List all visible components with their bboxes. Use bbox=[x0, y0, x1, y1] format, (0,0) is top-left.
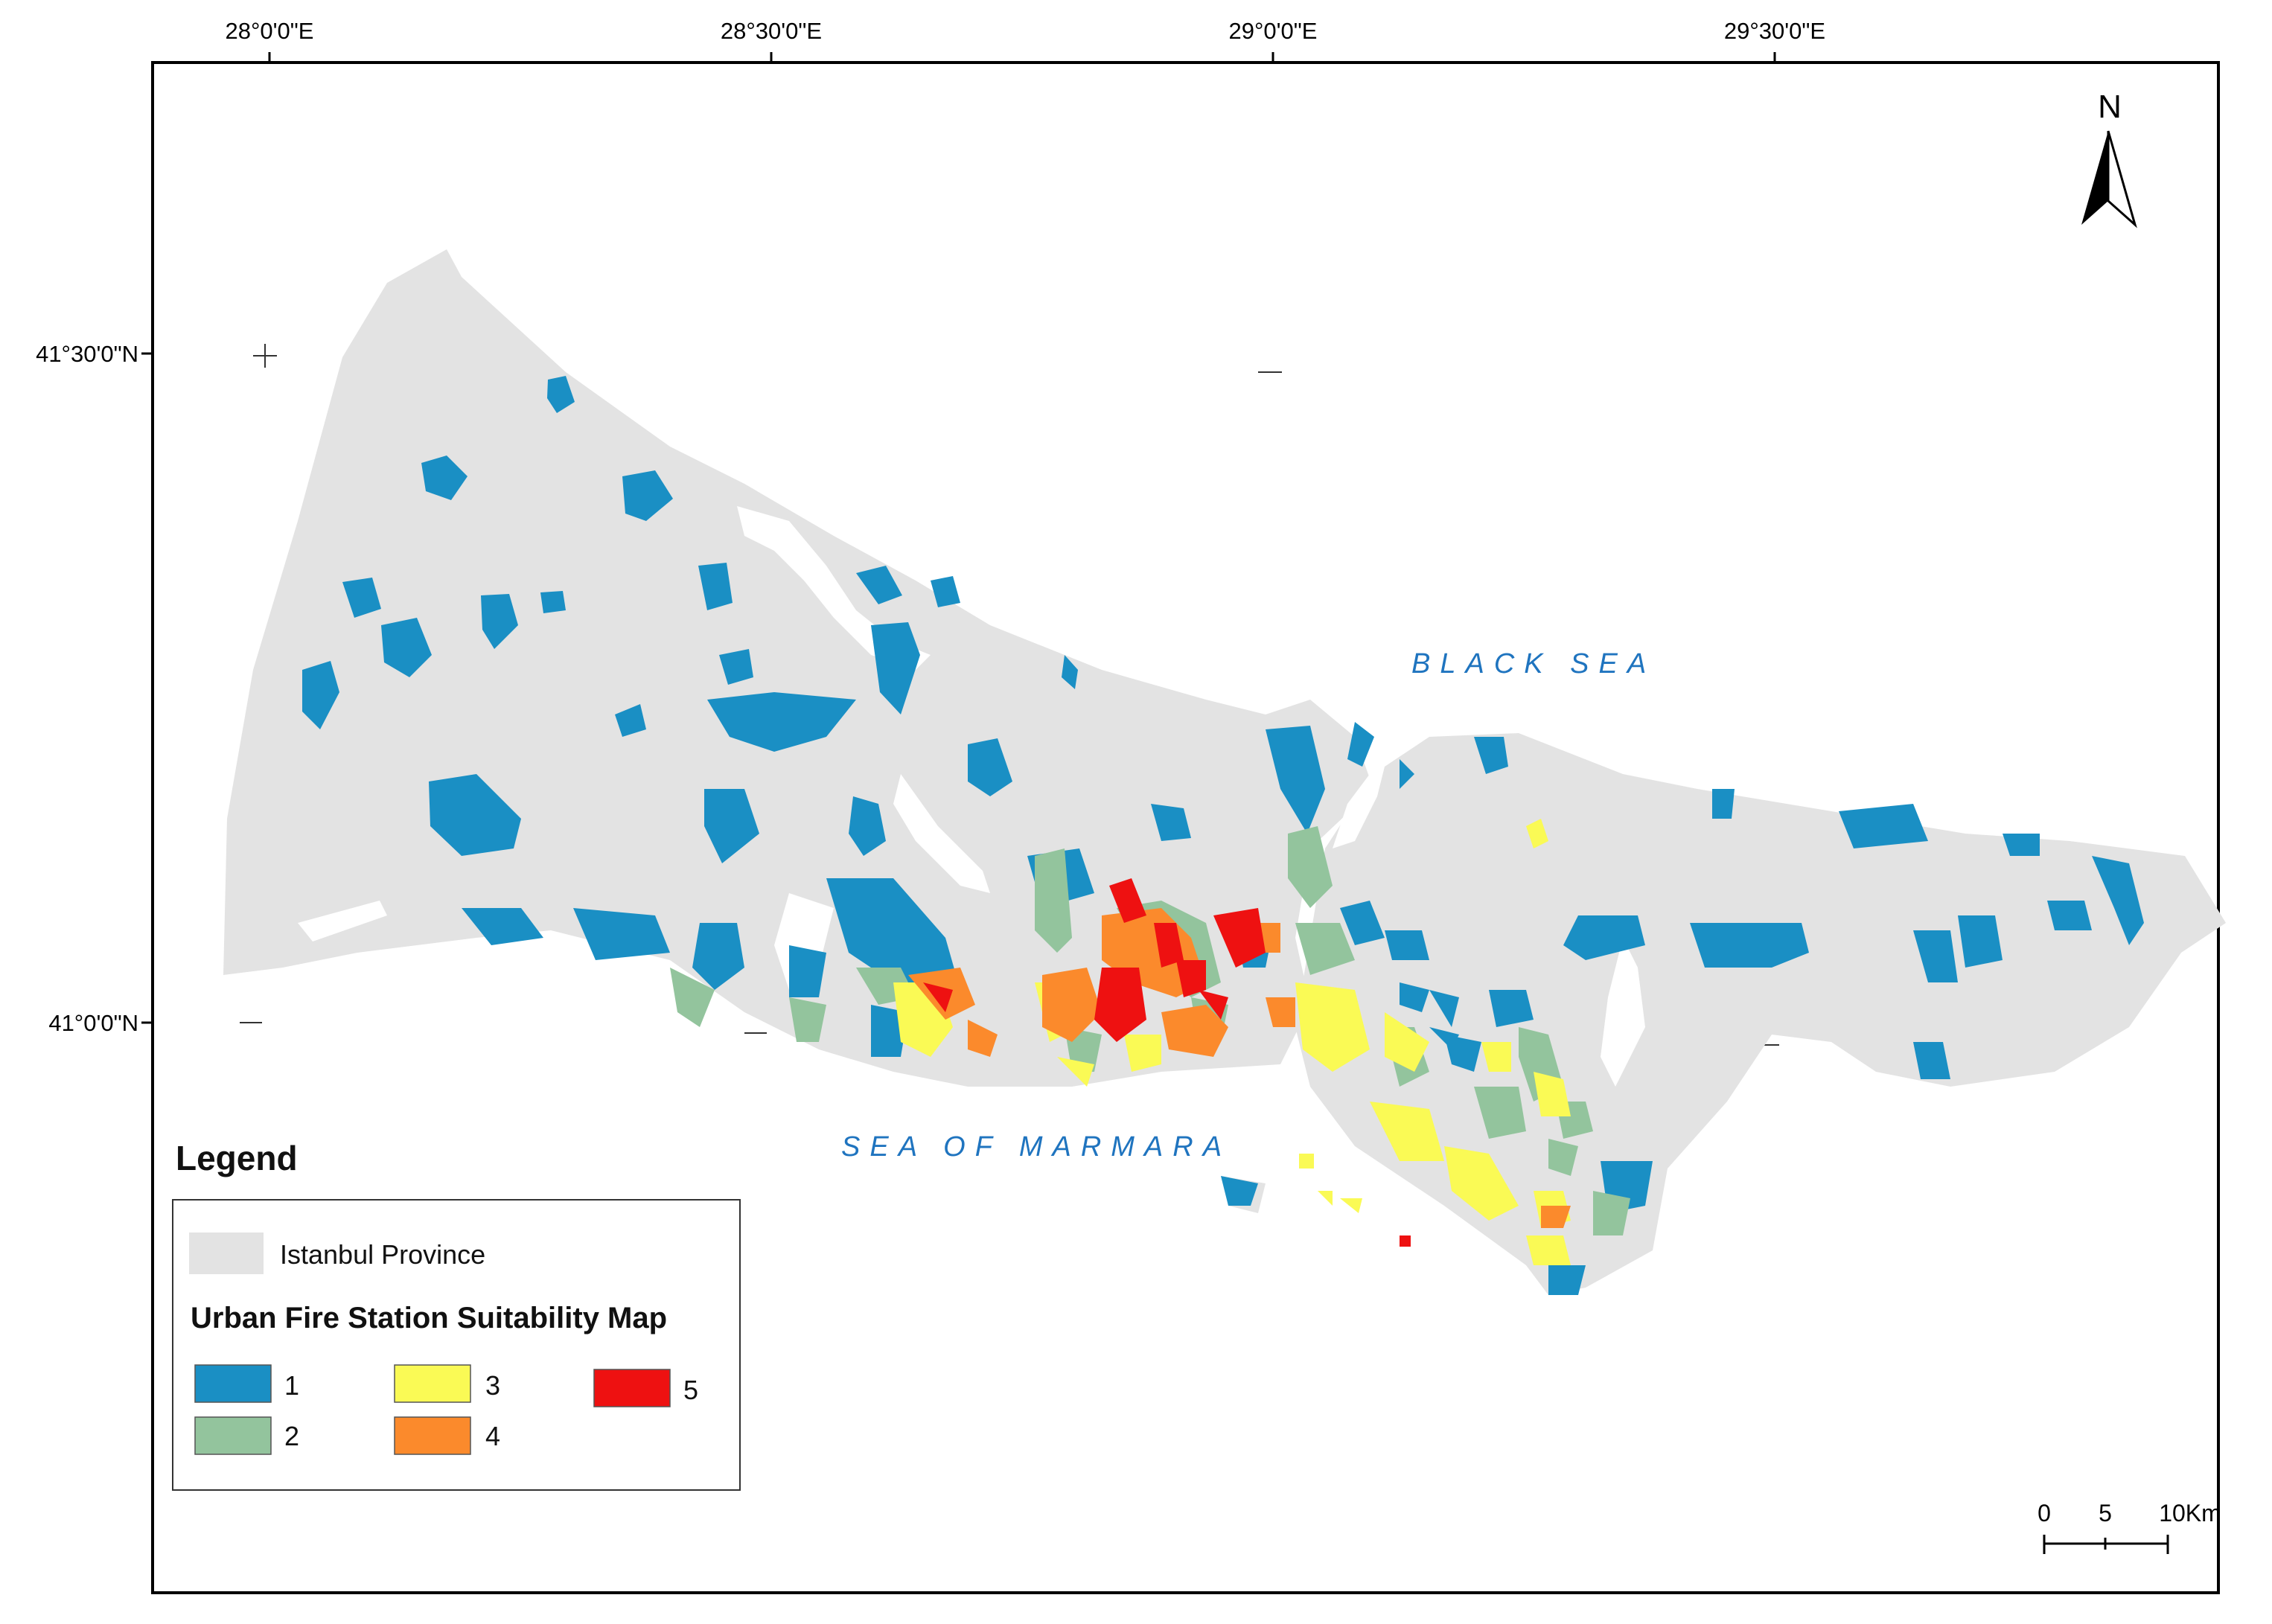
lon-label-29-30: 29°30'0"E bbox=[1724, 18, 1825, 44]
scale-label-0: 0 bbox=[2038, 1500, 2051, 1527]
legend-label-class-2: 2 bbox=[284, 1421, 299, 1451]
scale-label-5: 5 bbox=[2099, 1500, 2112, 1527]
legend-label-class-5: 5 bbox=[683, 1375, 698, 1405]
scale-label-10km: 10Km bbox=[2159, 1500, 2221, 1527]
north-arrow-label: N bbox=[2098, 89, 2122, 125]
lon-label-28-30: 28°30'0"E bbox=[721, 18, 822, 44]
sea-of-marmara-label: SEA OF MARMARA bbox=[841, 1131, 1231, 1163]
legend-label-class-3: 3 bbox=[485, 1370, 500, 1401]
legend-province-label: Istanbul Province bbox=[280, 1239, 485, 1270]
black-sea-label: BLACK SEA bbox=[1411, 648, 1656, 680]
lat-label-41-30: 41°30'0"N bbox=[36, 341, 138, 367]
lon-label-28-0: 28°0'0"E bbox=[226, 18, 314, 44]
legend-label-class-4: 4 bbox=[485, 1421, 500, 1451]
north-arrow: N bbox=[2081, 89, 2137, 228]
legend-swatch-class-4 bbox=[394, 1416, 471, 1455]
lat-label-41-0: 41°0'0"N bbox=[48, 1010, 138, 1036]
legend-swatch-class-2 bbox=[194, 1416, 272, 1455]
legend-swatch-class-3 bbox=[394, 1364, 471, 1403]
legend-swatch-province bbox=[189, 1233, 264, 1274]
graticule-ticks bbox=[141, 52, 1776, 1024]
legend-swatch-class-5 bbox=[593, 1369, 671, 1407]
legend-swatch-class-1 bbox=[194, 1364, 272, 1403]
suitability-class-5 bbox=[923, 878, 1411, 1247]
scale-bar: 0 5 10Km bbox=[2038, 1500, 2221, 1554]
north-arrow-icon bbox=[2081, 131, 2108, 225]
legend: Legend Istanbul Province Urban Fire Stat… bbox=[172, 1139, 741, 1491]
legend-label-class-1: 1 bbox=[284, 1370, 299, 1401]
legend-title: Legend bbox=[176, 1139, 298, 1177]
lon-label-29-0: 29°0'0"E bbox=[1229, 18, 1318, 44]
asian-side bbox=[1295, 733, 2226, 1295]
legend-subtitle: Urban Fire Station Suitability Map bbox=[191, 1302, 667, 1334]
